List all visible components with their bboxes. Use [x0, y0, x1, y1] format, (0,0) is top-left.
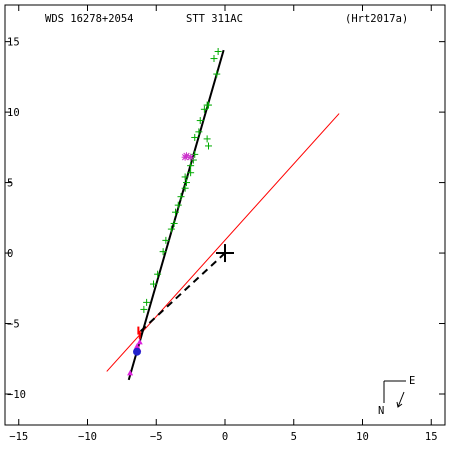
x-tick-label: −10 [78, 431, 97, 443]
y-tick-label: 5 [7, 178, 13, 190]
recent-position-point [136, 338, 143, 345]
special-observation-point [181, 153, 189, 161]
observation-point [154, 270, 162, 278]
current-position-dot [133, 347, 141, 356]
compass-arrow-head [396, 401, 403, 408]
y-tick-label: −5 [7, 319, 20, 331]
primary-star-marker [216, 244, 234, 263]
observation-point [191, 150, 199, 158]
y-tick-label: 10 [7, 107, 20, 119]
observation-point [167, 225, 175, 233]
observation-point [187, 162, 195, 170]
orbit-lines [106, 49, 340, 381]
x-tick-label: 0 [222, 431, 228, 443]
x-tick-label: 15 [425, 431, 438, 443]
x-tick-label: −5 [150, 431, 163, 443]
wds-id-label: WDS 16278+2054 [45, 13, 134, 25]
observation-point [200, 105, 208, 113]
observation-point [159, 248, 167, 256]
compass-north-label: N [378, 405, 384, 417]
observation-point [177, 193, 185, 201]
observation-point [214, 48, 222, 56]
y-tick-label: 0 [7, 248, 13, 260]
special-observation-stroke [187, 154, 194, 161]
observation-point [143, 298, 151, 306]
observation-point [170, 219, 178, 227]
observation-point [213, 70, 221, 78]
axis-ticks [5, 5, 445, 425]
observation-point [162, 236, 170, 244]
plot-frame [4, 4, 446, 426]
x-tick-label: 5 [291, 431, 297, 443]
y-tick-label: −10 [7, 389, 26, 401]
y-tick-label: 15 [7, 37, 20, 49]
observation-point [210, 55, 218, 63]
x-tick-labels: −15 −10 −5 0 5 10 15 [9, 431, 437, 443]
observation-point [140, 305, 148, 313]
y-tick-labels: −10 −5 0 5 10 15 [7, 37, 26, 401]
observation-point [191, 133, 199, 141]
recent-position-point [127, 369, 134, 376]
observation-point [181, 173, 189, 181]
compass-east-label: E [409, 375, 415, 387]
compass-motion-arrow [397, 391, 405, 408]
observation-point [205, 101, 212, 109]
orbit-reference-label: (Hrt2017a) [345, 13, 408, 25]
observation-point [196, 117, 204, 125]
observation-point [205, 142, 212, 150]
orbit-track [127, 49, 225, 381]
x-tick-label: −15 [9, 431, 28, 443]
special-observation-markers [181, 152, 195, 161]
special-observation-stroke [181, 154, 189, 161]
observation-point [181, 184, 189, 192]
line-of-nodes [106, 113, 340, 372]
discoverer-label: STT 311AC [186, 13, 243, 25]
periastron-line [139, 252, 226, 333]
observation-point [150, 280, 157, 288]
observation-point [172, 208, 179, 216]
current-position-marker [133, 347, 141, 356]
observation-markers [140, 48, 222, 313]
observation-point [195, 128, 203, 136]
observation-point [183, 179, 190, 187]
compass-rose: E N [378, 375, 415, 417]
observation-point [174, 201, 182, 209]
x-tick-label: 10 [356, 431, 369, 443]
observation-point [187, 169, 195, 177]
observation-point [203, 135, 211, 143]
